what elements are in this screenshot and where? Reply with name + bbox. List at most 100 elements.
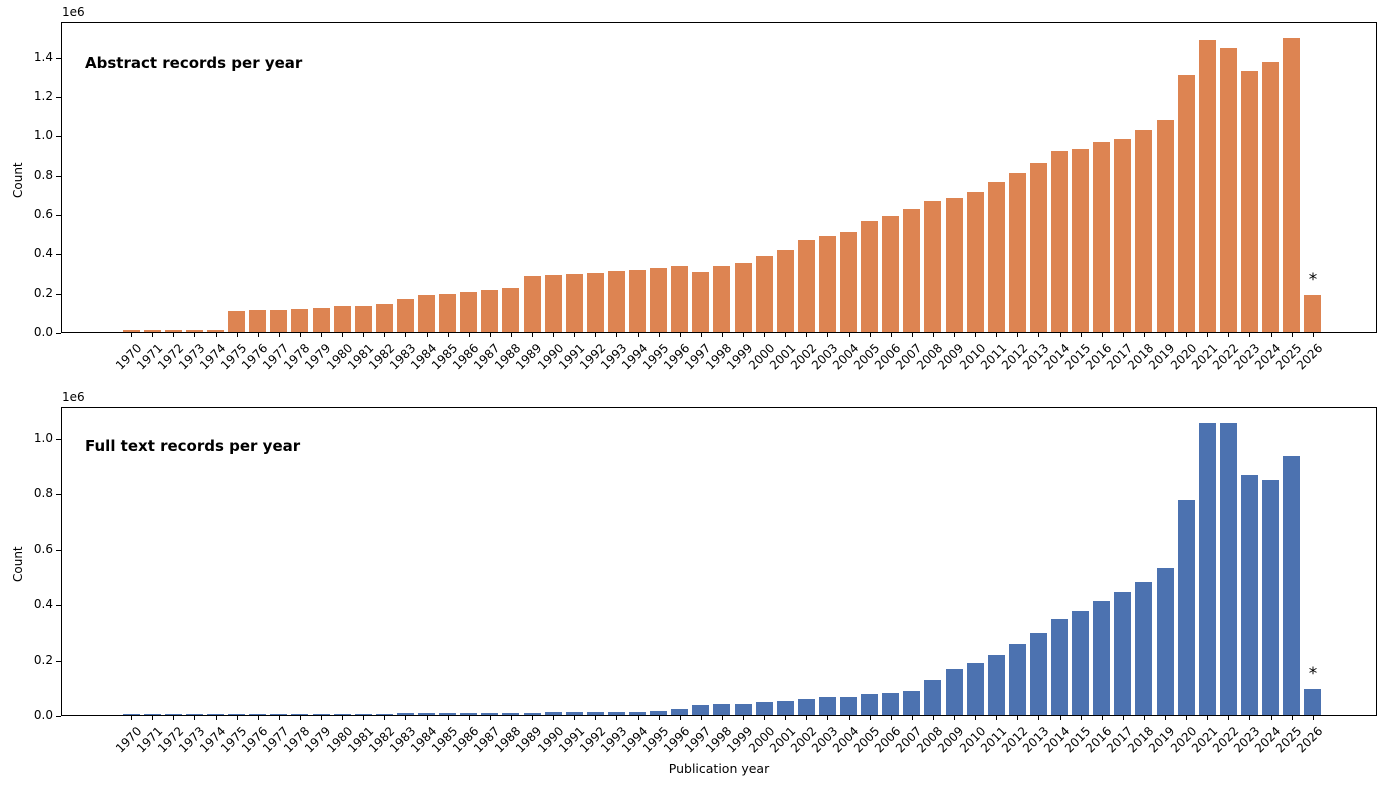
x-tick-1981 [363, 716, 365, 720]
x-tick-1970 [131, 333, 133, 337]
bar-2023 [1240, 70, 1258, 332]
x-tick-1993 [616, 716, 618, 720]
bar-2017 [1114, 592, 1132, 715]
x-tick-2005 [869, 333, 871, 337]
x-tick-2001 [785, 333, 787, 337]
x-tick-1995 [658, 333, 660, 337]
x-tick-2003 [827, 333, 829, 337]
x-tick-2019 [1165, 333, 1166, 337]
bar-2010 [966, 191, 984, 332]
x-tick-1999 [743, 716, 744, 720]
bar-1981 [354, 306, 372, 332]
x-tick-1970 [131, 716, 133, 720]
x-tick-1987 [489, 716, 491, 720]
x-tick-2017 [1122, 333, 1124, 337]
x-tick-1989 [532, 333, 533, 337]
x-tick-1979 [321, 716, 322, 720]
x-tick-1975 [236, 333, 238, 337]
bar-2010 [966, 663, 984, 715]
y-tick-label-0.0: 0.0 [33, 708, 53, 722]
incomplete-year-asterisk: * [1308, 664, 1318, 684]
bar-2011 [987, 655, 1005, 715]
x-tick-2010 [975, 333, 977, 337]
bar-1997 [692, 705, 710, 715]
bar-1980 [333, 306, 351, 332]
x-tick-1973 [194, 333, 196, 337]
bar-2019 [1156, 119, 1174, 332]
y-tick-label-0.8: 0.8 [33, 486, 53, 500]
y-tick-label-0.6: 0.6 [33, 206, 53, 221]
x-tick-1982 [384, 716, 386, 720]
bar-1992 [586, 272, 604, 332]
bar-1980 [333, 713, 351, 715]
bar-1991 [565, 712, 583, 715]
bar-1982 [375, 303, 393, 332]
x-tick-1983 [405, 716, 407, 720]
y-tick-label-0.2: 0.2 [33, 285, 53, 300]
x-tick-2022 [1228, 333, 1230, 337]
x-tick-1976 [257, 333, 259, 337]
x-tick-2010 [975, 716, 977, 720]
x-tick-2008 [932, 333, 934, 337]
x-tick-1980 [342, 333, 344, 337]
bar-2013 [1029, 632, 1047, 715]
x-tick-2002 [806, 333, 808, 337]
bar-1974 [207, 329, 224, 332]
bar-2007 [903, 691, 921, 715]
x-tick-2009 [954, 716, 955, 720]
chart-title-abstract: Abstract records per year [85, 54, 303, 72]
bar-2012 [1008, 172, 1026, 332]
x-tick-2013 [1038, 333, 1040, 337]
x-tick-1997 [700, 716, 702, 720]
bar-1989 [523, 275, 541, 332]
x-tick-2002 [806, 716, 808, 720]
x-tick-2006 [890, 716, 892, 720]
bar-1986 [460, 713, 478, 715]
bar-1985 [439, 293, 457, 332]
x-tick-1975 [236, 716, 238, 720]
y-tick-0.0 [56, 716, 61, 717]
bar-2025 [1283, 38, 1301, 332]
bar-1977 [270, 713, 288, 715]
x-tick-1978 [299, 333, 301, 337]
bar-2000 [755, 702, 773, 715]
bar-1970 [122, 329, 140, 332]
x-tick-1974 [215, 333, 217, 337]
x-tick-1972 [173, 333, 175, 337]
bar-2014 [1051, 618, 1068, 715]
x-tick-1989 [532, 716, 533, 720]
bar-1993 [607, 271, 625, 332]
x-tick-1977 [278, 716, 280, 720]
bar-1987 [481, 290, 499, 332]
x-tick-2009 [954, 333, 955, 337]
bar-2012 [1008, 644, 1026, 715]
x-tick-1988 [510, 716, 512, 720]
y-tick-0.0 [56, 333, 61, 334]
x-tick-1996 [679, 333, 681, 337]
y-tick-1.4 [56, 58, 61, 59]
bar-1976 [249, 713, 267, 715]
x-tick-1994 [637, 716, 639, 720]
bar-1988 [502, 712, 520, 715]
x-tick-2012 [1017, 716, 1019, 720]
bar-2013 [1029, 163, 1047, 332]
bar-1996 [671, 708, 689, 715]
x-tick-2018 [1143, 716, 1145, 720]
x-tick-2016 [1101, 716, 1103, 720]
bar-2006 [882, 215, 900, 332]
x-tick-2025 [1291, 333, 1293, 337]
x-tick-2011 [996, 333, 998, 337]
x-tick-2015 [1080, 716, 1082, 720]
x-tick-2006 [890, 333, 892, 337]
x-tick-1990 [553, 716, 555, 720]
bar-1989 [523, 712, 541, 715]
bar-2016 [1093, 141, 1111, 332]
bar-2005 [861, 693, 879, 715]
bar-1997 [692, 272, 710, 332]
y-axis-scale-label: 1e6 [62, 5, 85, 19]
bar-1993 [607, 712, 625, 715]
bar-2016 [1093, 600, 1111, 715]
bar-1984 [418, 713, 435, 715]
bar-1987 [481, 712, 499, 715]
bar-1983 [396, 298, 414, 332]
